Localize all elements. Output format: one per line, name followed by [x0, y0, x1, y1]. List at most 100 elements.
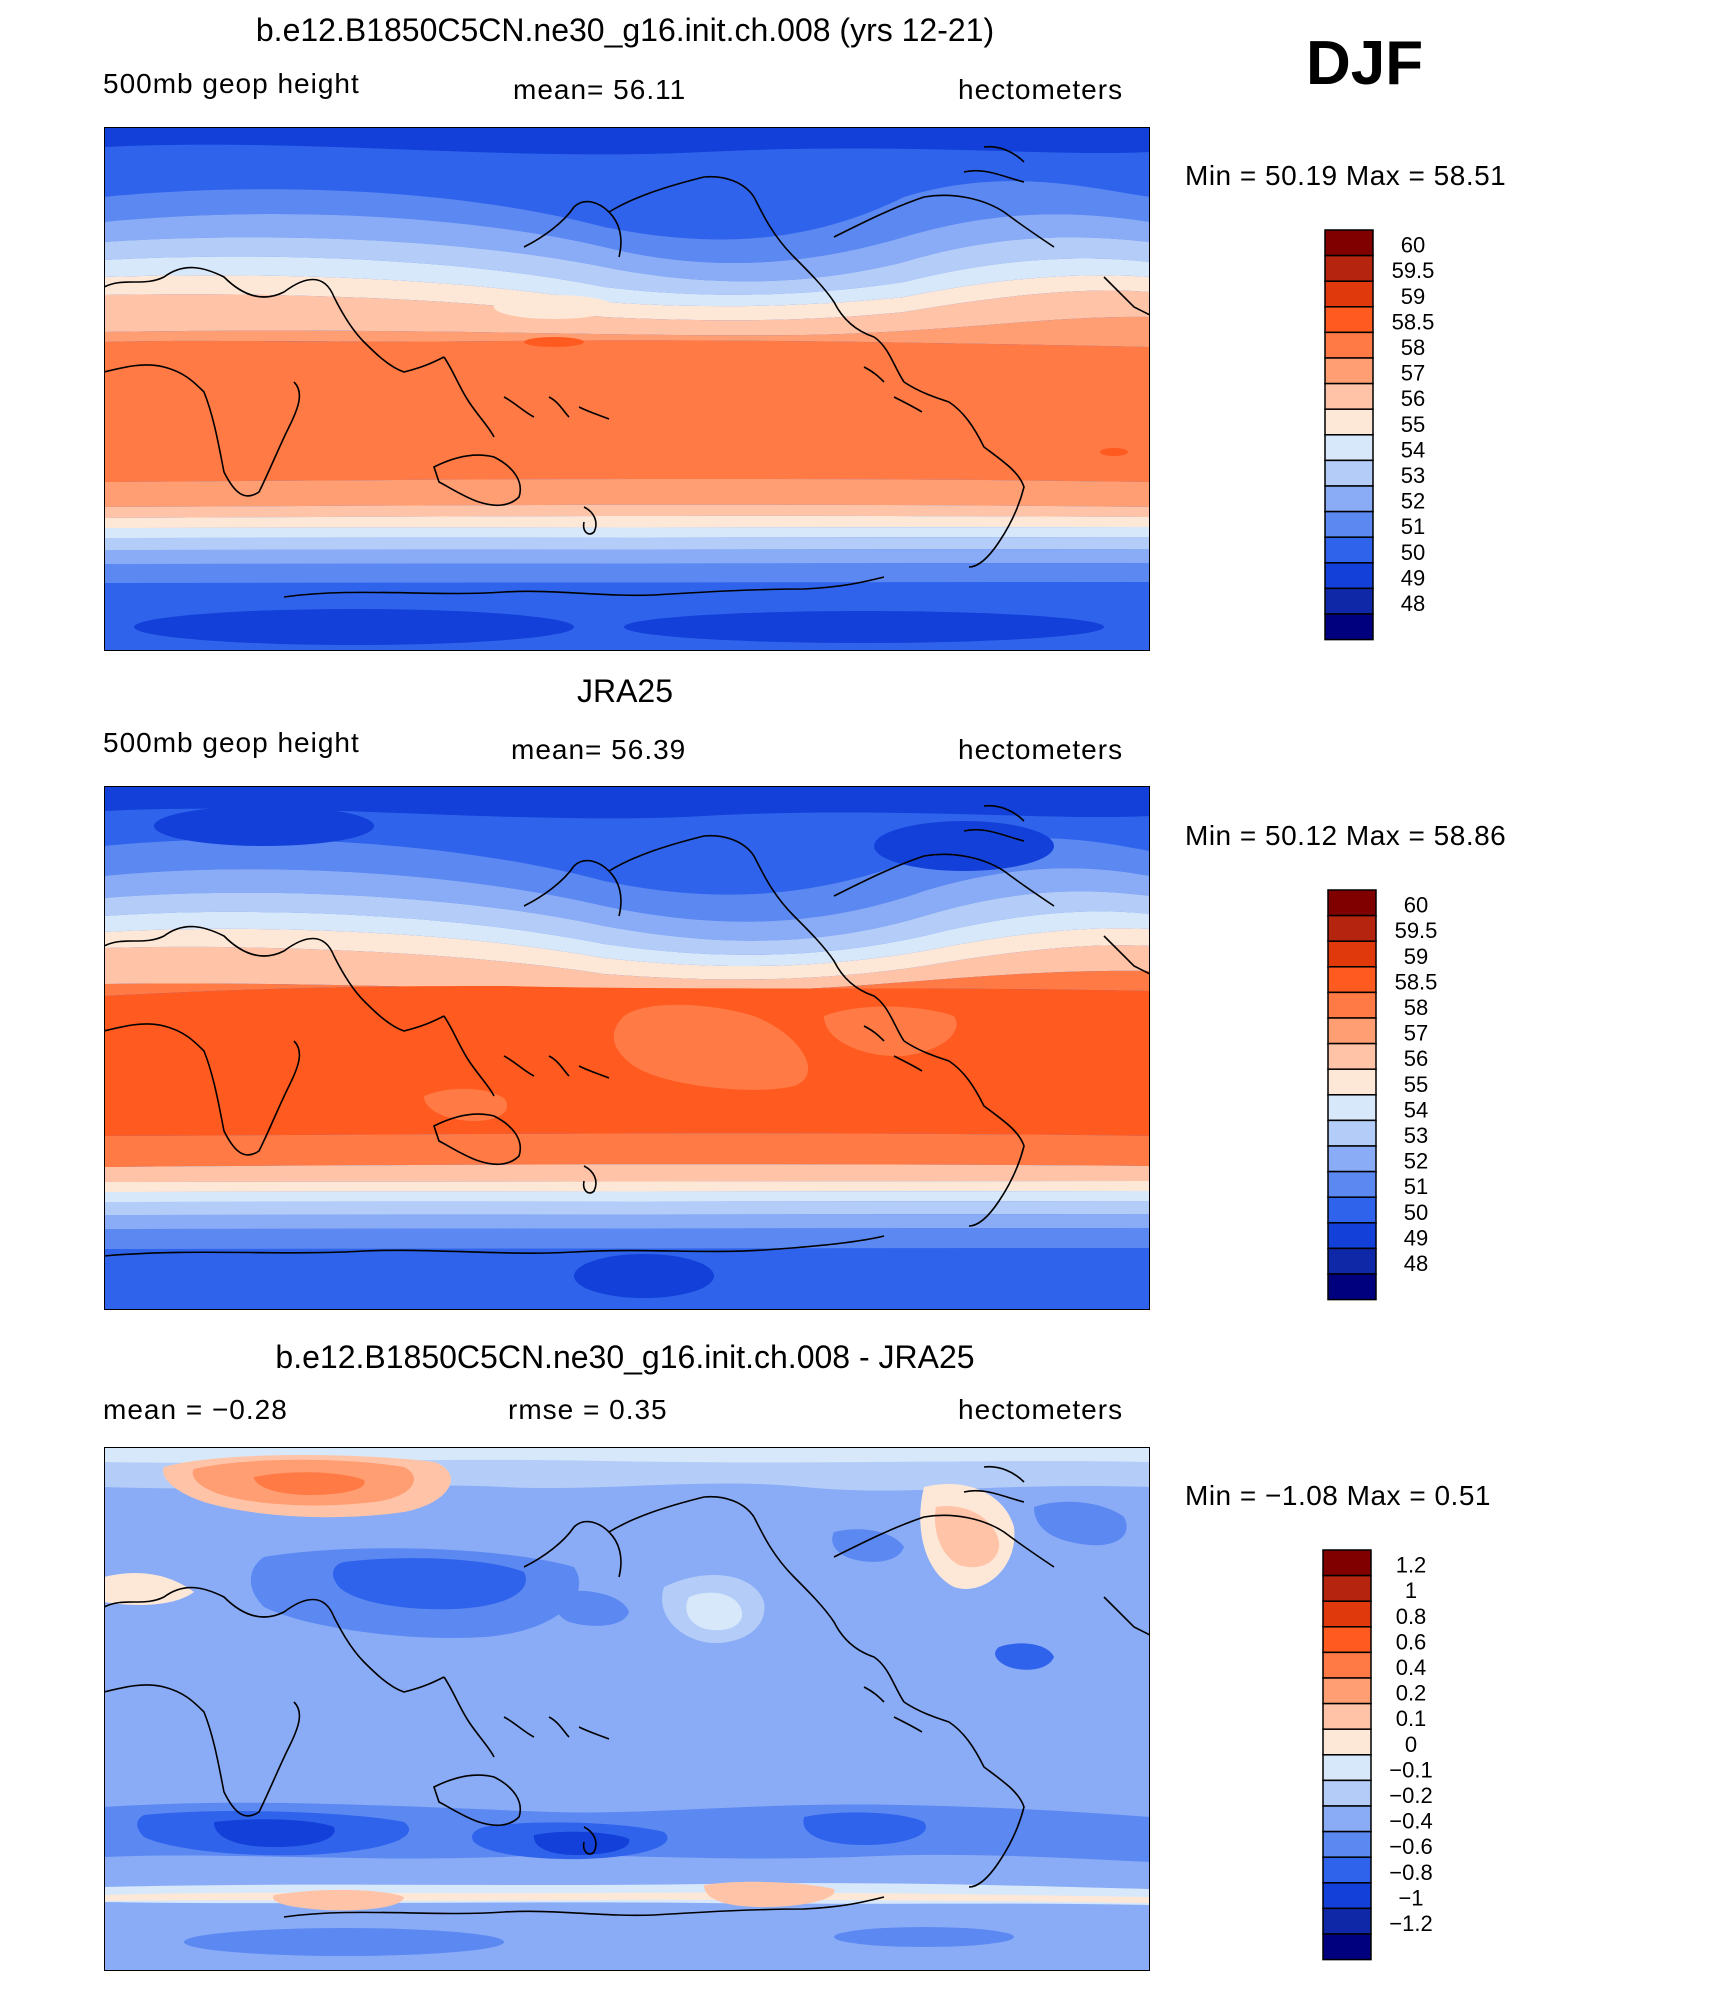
colorbar-level-label: 58.5 [1392, 309, 1435, 334]
panel-1-units-label: hectometers [958, 74, 1124, 105]
colorbar-swatch [1324, 434, 1374, 462]
colorbar-level-label: 58 [1401, 335, 1425, 360]
colorbar-swatch [1322, 1600, 1372, 1628]
colorbar-swatch [1327, 940, 1377, 968]
colorbar-swatch [1322, 1677, 1372, 1705]
panel-1-minmax: Min = 50.19 Max = 58.51 [1185, 160, 1507, 191]
colorbar-swatch [1322, 1728, 1372, 1756]
colorbar-swatch [1322, 1651, 1372, 1679]
panel-3-colorbar-swatches [1322, 1549, 1372, 1961]
colorbar-level-label: 51 [1401, 514, 1425, 539]
panel-2-units-label: hectometers [958, 734, 1124, 765]
colorbar-level-label: 50 [1404, 1200, 1428, 1225]
colorbar-swatch [1327, 914, 1377, 942]
colorbar-swatch [1324, 280, 1374, 308]
colorbar-level-label: 49 [1404, 1225, 1428, 1250]
panel-3-rmse-label: rmse = 0.35 [508, 1394, 668, 1425]
colorbar-swatch [1327, 1145, 1377, 1173]
colorbar-level-label: 58.5 [1395, 969, 1438, 994]
colorbar-level-label: −0.4 [1389, 1809, 1432, 1834]
colorbar-swatch [1324, 382, 1374, 410]
colorbar-level-label: −0.8 [1389, 1860, 1432, 1885]
colorbar-swatch [1322, 1779, 1372, 1807]
panel-2-title: JRA25 [576, 673, 674, 709]
colorbar-level-label: 60 [1404, 893, 1428, 918]
colorbar-level-label: 59 [1401, 284, 1425, 309]
panel-3-colorbar: 1.210.80.60.40.20.10−0.1−0.2−0.4−0.6−0.8… [1322, 1549, 1433, 1961]
colorbar-swatch [1327, 1247, 1377, 1275]
colorbar-level-label: 59.5 [1395, 918, 1438, 943]
colorbar-level-label: 0.1 [1396, 1706, 1427, 1731]
colorbar-swatch [1324, 613, 1374, 641]
colorbar-swatch [1324, 459, 1374, 487]
colorbar-swatch [1322, 1754, 1372, 1782]
colorbar-level-label: 0.2 [1396, 1681, 1427, 1706]
panel-3-mean-label: mean = −0.28 [103, 1394, 288, 1425]
colorbar-swatch [1324, 587, 1374, 615]
colorbar-swatch [1327, 1222, 1377, 1250]
colorbar-level-label: 59.5 [1392, 258, 1435, 283]
panel-3-map [104, 1447, 1150, 1971]
colorbar-swatch [1322, 1882, 1372, 1910]
panel-2-colorbar-swatches [1327, 889, 1377, 1301]
colorbar-level-label: 0.8 [1396, 1604, 1427, 1629]
colorbar-swatch [1322, 1830, 1372, 1858]
panel-2-map [104, 786, 1150, 1310]
colorbar-swatch [1322, 1907, 1372, 1935]
colorbar-swatch [1324, 331, 1374, 359]
colorbar-swatch [1327, 1119, 1377, 1147]
panel-3-minmax: Min = −1.08 Max = 0.51 [1185, 1480, 1491, 1511]
panel-1-field-label: 500mb geop height [103, 68, 360, 99]
colorbar-level-label: −0.2 [1389, 1783, 1432, 1808]
colorbar-level-label: 57 [1404, 1021, 1428, 1046]
colorbar-level-label: 55 [1401, 412, 1425, 437]
colorbar-level-label: 53 [1401, 463, 1425, 488]
panel-2-mean-label: mean= 56.39 [511, 734, 687, 765]
colorbar-swatch [1327, 1170, 1377, 1198]
colorbar-swatch [1327, 889, 1377, 917]
colorbar-level-label: 58 [1404, 995, 1428, 1020]
season-label: DJF [1306, 29, 1424, 98]
panel-2-minmax: Min = 50.12 Max = 58.86 [1185, 820, 1507, 851]
colorbar-swatch [1327, 1042, 1377, 1070]
colorbar-level-label: 48 [1401, 591, 1425, 616]
colorbar-level-label: −1 [1398, 1885, 1423, 1910]
colorbar-swatch [1327, 1068, 1377, 1096]
colorbar-level-label: 1 [1405, 1578, 1417, 1603]
colorbar-level-label: 57 [1401, 361, 1425, 386]
colorbar-level-label: 54 [1401, 437, 1425, 462]
colorbar-level-label: 53 [1404, 1123, 1428, 1148]
colorbar-level-label: −0.1 [1389, 1757, 1432, 1782]
colorbar-swatch [1322, 1702, 1372, 1730]
colorbar-level-label: 1.2 [1396, 1553, 1427, 1578]
colorbar-swatch [1322, 1549, 1372, 1577]
colorbar-level-label: 59 [1404, 944, 1428, 969]
colorbar-level-label: 0 [1405, 1732, 1417, 1757]
colorbar-level-label: 55 [1404, 1072, 1428, 1097]
panel-1-colorbar-swatches [1324, 229, 1374, 641]
colorbar-swatch [1324, 229, 1374, 257]
colorbar-level-label: 48 [1404, 1251, 1428, 1276]
colorbar-level-label: −1.2 [1389, 1911, 1432, 1936]
colorbar-swatch [1327, 1017, 1377, 1045]
panel-2-field-label: 500mb geop height [103, 727, 360, 758]
colorbar-swatch [1327, 1094, 1377, 1122]
colorbar-swatch [1322, 1626, 1372, 1654]
colorbar-swatch [1324, 408, 1374, 436]
panel-1-title: b.e12.B1850C5CN.ne30_g16.init.ch.008 (yr… [255, 12, 995, 48]
colorbar-level-label: 56 [1401, 386, 1425, 411]
colorbar-level-label: 56 [1404, 1046, 1428, 1071]
colorbar-swatch [1324, 562, 1374, 590]
colorbar-level-label: 52 [1401, 489, 1425, 514]
colorbar-swatch [1322, 1805, 1372, 1833]
colorbar-swatch [1327, 966, 1377, 994]
colorbar-level-label: 49 [1401, 565, 1425, 590]
panel-1-map [104, 127, 1150, 651]
colorbar-swatch [1327, 1196, 1377, 1224]
colorbar-swatch [1322, 1933, 1372, 1961]
colorbar-level-label: 51 [1404, 1174, 1428, 1199]
